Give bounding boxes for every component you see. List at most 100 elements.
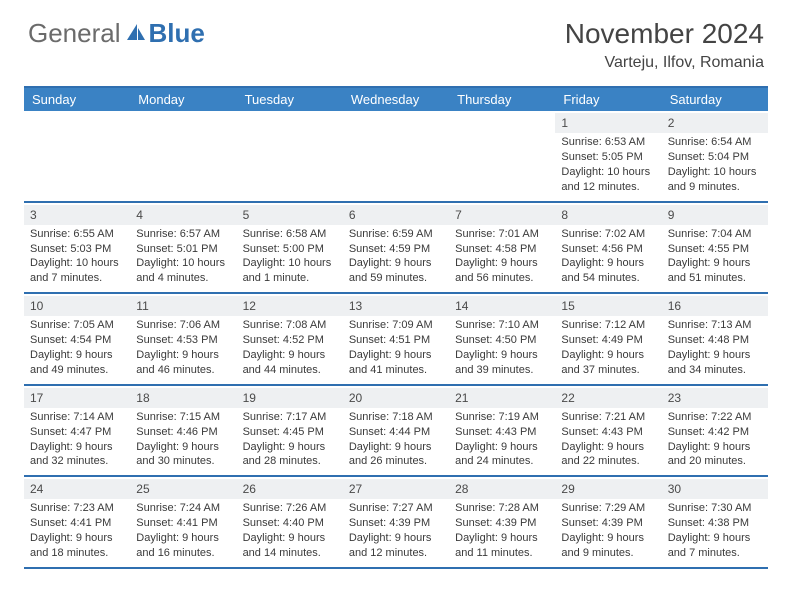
sunset-text: Sunset: 4:41 PM — [30, 516, 124, 531]
day-header: Monday — [130, 88, 236, 111]
sunset-text: Sunset: 4:45 PM — [243, 425, 337, 440]
day-header: Saturday — [662, 88, 768, 111]
week-row: 17Sunrise: 7:14 AMSunset: 4:47 PMDayligh… — [24, 386, 768, 478]
daylight-text: Daylight: 9 hours and 54 minutes. — [561, 256, 655, 286]
logo-text-blue: Blue — [149, 18, 205, 49]
sunset-text: Sunset: 5:00 PM — [243, 242, 337, 257]
daylight-text: Daylight: 9 hours and 56 minutes. — [455, 256, 549, 286]
day-number: 4 — [130, 205, 236, 225]
day-number: 6 — [343, 205, 449, 225]
daylight-text: Daylight: 9 hours and 32 minutes. — [30, 440, 124, 470]
calendar-cell: 11Sunrise: 7:06 AMSunset: 4:53 PMDayligh… — [130, 294, 236, 384]
sunrise-text: Sunrise: 7:30 AM — [668, 501, 762, 516]
day-header: Wednesday — [343, 88, 449, 111]
sunrise-text: Sunrise: 7:15 AM — [136, 410, 230, 425]
calendar-cell: 30Sunrise: 7:30 AMSunset: 4:38 PMDayligh… — [662, 477, 768, 567]
sunrise-text: Sunrise: 6:59 AM — [349, 227, 443, 242]
calendar-cell: 10Sunrise: 7:05 AMSunset: 4:54 PMDayligh… — [24, 294, 130, 384]
daylight-text: Daylight: 9 hours and 16 minutes. — [136, 531, 230, 561]
sunrise-text: Sunrise: 7:22 AM — [668, 410, 762, 425]
daylight-text: Daylight: 9 hours and 26 minutes. — [349, 440, 443, 470]
daylight-text: Daylight: 9 hours and 12 minutes. — [349, 531, 443, 561]
calendar-cell-empty: . — [24, 111, 130, 201]
daylight-text: Daylight: 9 hours and 41 minutes. — [349, 348, 443, 378]
logo: General Blue — [28, 18, 205, 49]
daylight-text: Daylight: 10 hours and 1 minute. — [243, 256, 337, 286]
sunset-text: Sunset: 4:48 PM — [668, 333, 762, 348]
calendar-cell: 24Sunrise: 7:23 AMSunset: 4:41 PMDayligh… — [24, 477, 130, 567]
sunset-text: Sunset: 4:44 PM — [349, 425, 443, 440]
calendar: SundayMondayTuesdayWednesdayThursdayFrid… — [24, 86, 768, 569]
sunrise-text: Sunrise: 6:54 AM — [668, 135, 762, 150]
sunrise-text: Sunrise: 7:02 AM — [561, 227, 655, 242]
day-header-row: SundayMondayTuesdayWednesdayThursdayFrid… — [24, 88, 768, 111]
calendar-cell: 13Sunrise: 7:09 AMSunset: 4:51 PMDayligh… — [343, 294, 449, 384]
day-header: Sunday — [24, 88, 130, 111]
sunrise-text: Sunrise: 7:28 AM — [455, 501, 549, 516]
daylight-text: Daylight: 10 hours and 9 minutes. — [668, 165, 762, 195]
calendar-cell: 17Sunrise: 7:14 AMSunset: 4:47 PMDayligh… — [24, 386, 130, 476]
day-header: Tuesday — [237, 88, 343, 111]
daylight-text: Daylight: 9 hours and 28 minutes. — [243, 440, 337, 470]
calendar-cell: 12Sunrise: 7:08 AMSunset: 4:52 PMDayligh… — [237, 294, 343, 384]
sunset-text: Sunset: 5:01 PM — [136, 242, 230, 257]
calendar-cell: 6Sunrise: 6:59 AMSunset: 4:59 PMDaylight… — [343, 203, 449, 293]
sunrise-text: Sunrise: 7:18 AM — [349, 410, 443, 425]
calendar-cell-empty: . — [237, 111, 343, 201]
day-number: 18 — [130, 388, 236, 408]
sunrise-text: Sunrise: 7:05 AM — [30, 318, 124, 333]
sunset-text: Sunset: 4:47 PM — [30, 425, 124, 440]
calendar-cell-empty: . — [343, 111, 449, 201]
sunset-text: Sunset: 4:58 PM — [455, 242, 549, 257]
sunset-text: Sunset: 4:42 PM — [668, 425, 762, 440]
day-header: Thursday — [449, 88, 555, 111]
daylight-text: Daylight: 9 hours and 37 minutes. — [561, 348, 655, 378]
sunrise-text: Sunrise: 6:57 AM — [136, 227, 230, 242]
daylight-text: Daylight: 9 hours and 34 minutes. — [668, 348, 762, 378]
sunrise-text: Sunrise: 6:55 AM — [30, 227, 124, 242]
day-number: 2 — [662, 113, 768, 133]
calendar-cell: 27Sunrise: 7:27 AMSunset: 4:39 PMDayligh… — [343, 477, 449, 567]
daylight-text: Daylight: 9 hours and 46 minutes. — [136, 348, 230, 378]
daylight-text: Daylight: 9 hours and 39 minutes. — [455, 348, 549, 378]
sunset-text: Sunset: 4:38 PM — [668, 516, 762, 531]
calendar-cell: 25Sunrise: 7:24 AMSunset: 4:41 PMDayligh… — [130, 477, 236, 567]
day-number: 12 — [237, 296, 343, 316]
logo-sail-icon — [125, 18, 147, 49]
calendar-cell: 28Sunrise: 7:28 AMSunset: 4:39 PMDayligh… — [449, 477, 555, 567]
sunrise-text: Sunrise: 6:53 AM — [561, 135, 655, 150]
week-row: 24Sunrise: 7:23 AMSunset: 4:41 PMDayligh… — [24, 477, 768, 569]
sunrise-text: Sunrise: 7:10 AM — [455, 318, 549, 333]
day-number: 23 — [662, 388, 768, 408]
daylight-text: Daylight: 10 hours and 4 minutes. — [136, 256, 230, 286]
sunset-text: Sunset: 4:55 PM — [668, 242, 762, 257]
week-row: .....1Sunrise: 6:53 AMSunset: 5:05 PMDay… — [24, 111, 768, 203]
calendar-cell: 14Sunrise: 7:10 AMSunset: 4:50 PMDayligh… — [449, 294, 555, 384]
daylight-text: Daylight: 10 hours and 7 minutes. — [30, 256, 124, 286]
sunset-text: Sunset: 5:05 PM — [561, 150, 655, 165]
day-number: 25 — [130, 479, 236, 499]
calendar-cell: 9Sunrise: 7:04 AMSunset: 4:55 PMDaylight… — [662, 203, 768, 293]
location: Varteju, Ilfov, Romania — [565, 54, 764, 72]
daylight-text: Daylight: 9 hours and 30 minutes. — [136, 440, 230, 470]
sunrise-text: Sunrise: 7:08 AM — [243, 318, 337, 333]
logo-text-gray: General — [28, 18, 121, 49]
day-number: 8 — [555, 205, 661, 225]
sunset-text: Sunset: 4:59 PM — [349, 242, 443, 257]
daylight-text: Daylight: 9 hours and 18 minutes. — [30, 531, 124, 561]
week-row: 3Sunrise: 6:55 AMSunset: 5:03 PMDaylight… — [24, 203, 768, 295]
day-header: Friday — [555, 88, 661, 111]
calendar-cell: 5Sunrise: 6:58 AMSunset: 5:00 PMDaylight… — [237, 203, 343, 293]
day-number: 28 — [449, 479, 555, 499]
sunrise-text: Sunrise: 7:09 AM — [349, 318, 443, 333]
day-number: 15 — [555, 296, 661, 316]
sunrise-text: Sunrise: 7:27 AM — [349, 501, 443, 516]
sunrise-text: Sunrise: 7:21 AM — [561, 410, 655, 425]
day-number: 7 — [449, 205, 555, 225]
sunset-text: Sunset: 4:49 PM — [561, 333, 655, 348]
calendar-cell: 18Sunrise: 7:15 AMSunset: 4:46 PMDayligh… — [130, 386, 236, 476]
sunset-text: Sunset: 4:52 PM — [243, 333, 337, 348]
daylight-text: Daylight: 9 hours and 14 minutes. — [243, 531, 337, 561]
calendar-cell: 3Sunrise: 6:55 AMSunset: 5:03 PMDaylight… — [24, 203, 130, 293]
daylight-text: Daylight: 9 hours and 24 minutes. — [455, 440, 549, 470]
